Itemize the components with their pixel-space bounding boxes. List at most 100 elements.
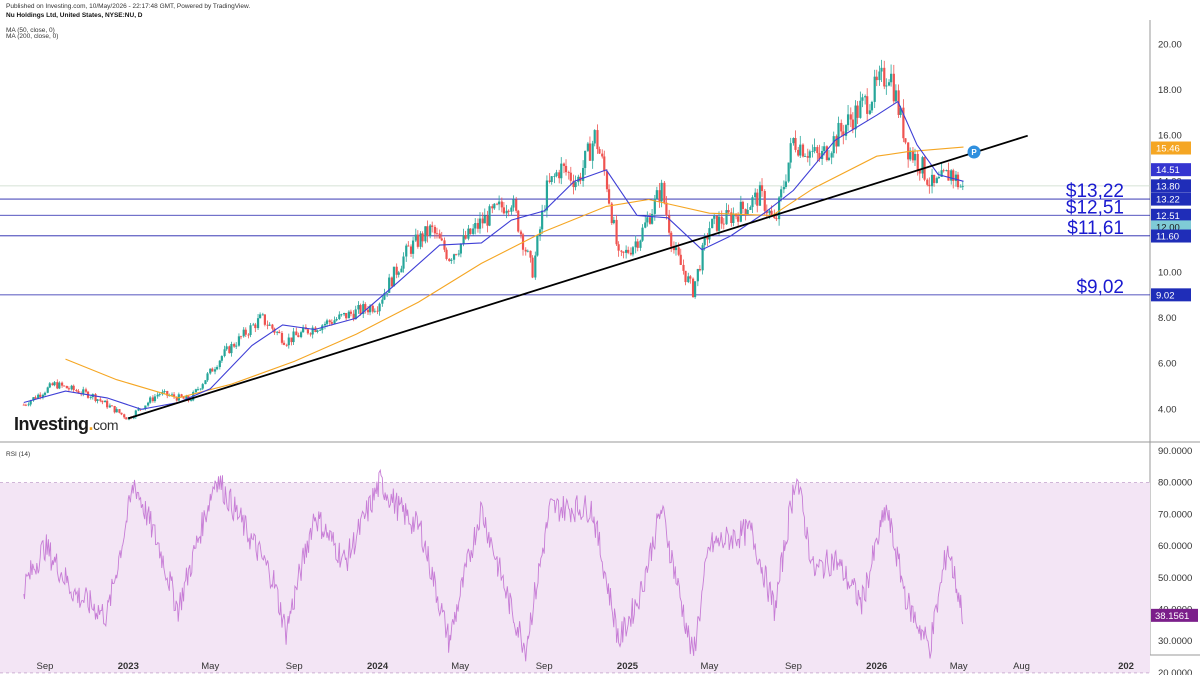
- candle: [562, 162, 566, 174]
- candle: [789, 137, 792, 169]
- candle: [519, 229, 523, 239]
- candle: [233, 342, 236, 348]
- candle: [521, 232, 525, 256]
- support-level-label: $12,51: [1066, 197, 1124, 218]
- candle: [386, 292, 389, 298]
- price-axis-tick: 10.00: [1158, 268, 1182, 279]
- candle: [694, 281, 697, 299]
- candle: [488, 204, 491, 227]
- candle: [703, 233, 706, 251]
- candle: [299, 330, 303, 339]
- candle: [911, 146, 915, 163]
- candle: [663, 180, 666, 205]
- candle: [452, 253, 456, 264]
- candle: [873, 69, 876, 109]
- candle: [803, 153, 807, 158]
- price-axis-tick: 4.00: [1158, 404, 1177, 415]
- rsi-axis-tick: 60.0000: [1158, 541, 1192, 552]
- candle: [153, 394, 157, 403]
- candle: [935, 176, 938, 184]
- candle: [498, 195, 501, 211]
- candle: [172, 392, 176, 400]
- candle: [239, 335, 243, 340]
- candle: [684, 270, 687, 286]
- candle: [266, 320, 269, 330]
- candle: [493, 203, 496, 210]
- candle: [567, 170, 570, 180]
- candle: [56, 379, 59, 390]
- candle: [689, 275, 692, 284]
- candle: [285, 343, 288, 347]
- price-tag: 12.51: [1151, 208, 1191, 222]
- candle: [99, 397, 102, 403]
- candle: [486, 210, 489, 233]
- candle: [784, 174, 788, 189]
- candle: [149, 396, 152, 404]
- price-tag: 14.51: [1151, 163, 1191, 177]
- candle: [445, 247, 448, 261]
- candle: [713, 214, 716, 225]
- candle: [290, 337, 293, 346]
- candle: [904, 138, 907, 145]
- candle: [495, 202, 499, 206]
- time-axis-tick: 2023: [118, 661, 139, 672]
- candle: [940, 163, 943, 177]
- candle: [405, 243, 408, 262]
- candle: [82, 386, 85, 397]
- candle: [292, 327, 295, 346]
- candle: [235, 342, 238, 349]
- candle: [206, 371, 209, 382]
- candle: [545, 175, 549, 218]
- candle: [309, 332, 312, 337]
- candle: [419, 231, 422, 250]
- candle: [196, 386, 200, 391]
- candle: [51, 382, 54, 386]
- candle: [96, 399, 99, 404]
- trendline[interactable]: [128, 134, 1028, 420]
- candle: [648, 212, 652, 225]
- candle: [268, 322, 271, 326]
- time-axis-tick: 202: [1118, 661, 1134, 672]
- rsi-axis-tick: 90.0000: [1158, 446, 1192, 457]
- candle: [218, 359, 221, 370]
- pivot-marker[interactable]: P: [967, 145, 981, 159]
- candle: [244, 327, 247, 338]
- price-tag: 15.46: [1151, 141, 1191, 155]
- candle: [507, 209, 510, 217]
- time-axis-tick: May: [950, 661, 968, 672]
- candle: [91, 393, 94, 400]
- rsi-line: [23, 468, 964, 662]
- price-axis-tick: 6.00: [1158, 359, 1177, 370]
- candle: [930, 168, 934, 194]
- candle: [849, 107, 852, 128]
- candle: [271, 323, 274, 331]
- candle: [41, 393, 45, 400]
- candle: [658, 183, 661, 208]
- candle: [115, 407, 118, 413]
- candle: [926, 178, 929, 187]
- candle: [921, 155, 924, 179]
- instrument-title: Nu Holdings Ltd, United States, NYSE:NU,…: [6, 12, 143, 19]
- candle: [476, 218, 480, 233]
- support-level-label: $13,22: [1066, 181, 1124, 202]
- time-axis-tick: May: [451, 661, 469, 672]
- candle: [529, 250, 532, 263]
- candle: [65, 385, 68, 389]
- candle: [598, 146, 601, 154]
- candle: [328, 319, 331, 326]
- candle: [357, 301, 360, 314]
- candle: [276, 330, 279, 336]
- candle: [435, 227, 439, 239]
- candle: [223, 345, 226, 358]
- candle: [749, 205, 752, 210]
- candle: [347, 310, 350, 319]
- candle: [211, 367, 214, 372]
- candle: [364, 302, 367, 314]
- candle: [907, 142, 910, 168]
- candle: [123, 413, 126, 420]
- candle: [885, 78, 888, 95]
- candle: [249, 322, 252, 338]
- candle: [586, 141, 589, 152]
- candle: [835, 134, 838, 154]
